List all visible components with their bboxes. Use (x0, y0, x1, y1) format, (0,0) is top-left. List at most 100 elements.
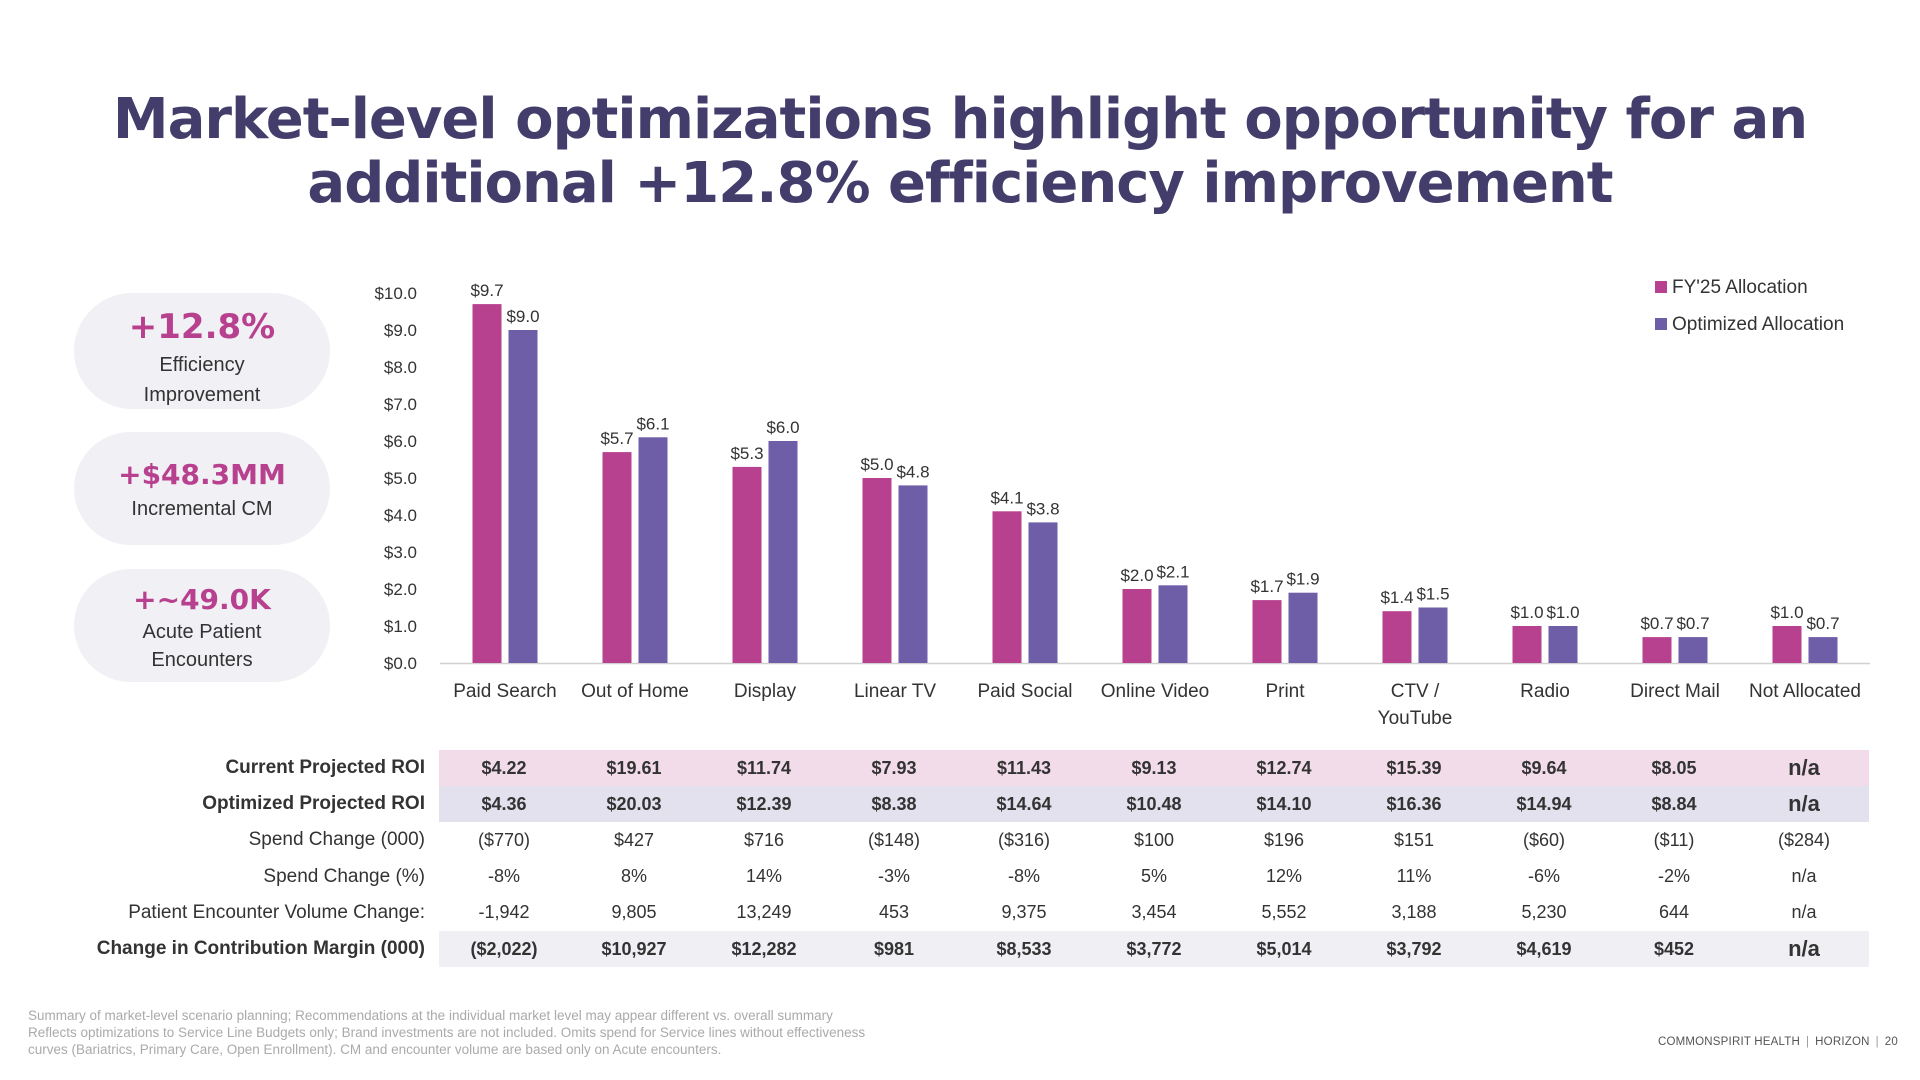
data-label-fy25: $1.4 (1380, 588, 1413, 607)
bar-fy25 (992, 511, 1022, 663)
x-category-label: YouTube (1378, 708, 1453, 729)
table-cell: $12,282 (699, 930, 829, 968)
kpi-encounters-card: +~49.0K Acute Patient Encounters (74, 569, 330, 682)
table-cell: n/a (1739, 750, 1869, 787)
table-cell: -6% (1527, 866, 1560, 887)
table-cell: n/a (1739, 930, 1869, 968)
table-cell: n/a (1739, 786, 1869, 823)
table-cell: -1,942 (478, 902, 530, 923)
bar-optimized (508, 330, 538, 663)
data-label-optimized: $0.7 (1676, 614, 1709, 633)
data-label-fy25: $2.0 (1120, 566, 1153, 585)
table-cell: $3,772 (1089, 930, 1219, 968)
cm-change-row: Change in Contribution Margin (000) ($2,0… (60, 930, 1869, 968)
allocation-bar-chart: $0.0 $1.0 $2.0 $3.0 $4.0 $5.0 $6.0 $7.0 $8.0 $9.0… (374, 281, 1870, 729)
legend-fy25-label: FY'25 Allocation (1672, 277, 1808, 298)
table-cell: 14% (745, 866, 783, 887)
data-label-fy25: $9.7 (470, 281, 503, 300)
table-cell: $11.74 (699, 750, 829, 787)
x-category-label: Paid Search (453, 681, 557, 702)
table-cell: $14.94 (1479, 786, 1609, 823)
page-title: Market-level optimizations highlight opp… (0, 88, 1920, 216)
footnote: Summary of market-level scenario plannin… (28, 1007, 1028, 1058)
row-label: Current Projected ROI (225, 757, 425, 779)
legend-optimized-label: Optimized Allocation (1672, 314, 1845, 335)
bar-optimized (1288, 592, 1318, 663)
y-tick-label: $5.0 (384, 469, 417, 488)
table-cell: $8.05 (1609, 750, 1739, 787)
x-category-label: Radio (1520, 681, 1570, 702)
data-label-fy25: $1.0 (1510, 603, 1543, 622)
y-tick-label: $4.0 (384, 506, 417, 525)
table-cell: 9,375 (1001, 902, 1047, 923)
data-label-fy25: $1.7 (1250, 577, 1283, 596)
bar-optimized (638, 437, 668, 663)
y-tick-label: $0.0 (384, 654, 417, 673)
bar-fy25 (732, 466, 762, 663)
table-cell: 3,454 (1131, 902, 1177, 923)
data-label-optimized: $1.9 (1286, 570, 1319, 589)
table-cell: $12.74 (1219, 750, 1349, 787)
data-label-optimized: $9.0 (506, 307, 539, 326)
table-cell: -8% (487, 866, 520, 887)
bar-optimized (768, 441, 798, 663)
data-label-optimized: $1.5 (1416, 585, 1449, 604)
footer-separator: | (1805, 1036, 1810, 1048)
table-cell: n/a (1791, 902, 1817, 923)
data-label-optimized: $4.8 (896, 462, 929, 481)
table-cell: 3,188 (1391, 902, 1437, 923)
footer-project: HORIZON (1815, 1036, 1870, 1048)
x-category-label: Not Allocated (1749, 681, 1861, 702)
table-cell: ($11) (1653, 829, 1695, 850)
legend-fy25: FY'25 Allocation (1655, 277, 1808, 299)
table-cell: $8,533 (959, 930, 1089, 968)
table-cell: ($148) (867, 829, 921, 850)
table-cell: $452 (1609, 930, 1739, 968)
table-cell: 8% (620, 866, 647, 887)
row-label: Patient Encounter Volume Change: (128, 901, 425, 923)
legend-optimized-swatch (1655, 318, 1667, 330)
kpi-incremental-cm-label: Incremental CM (131, 498, 273, 520)
data-label-fy25: $5.7 (600, 429, 633, 448)
x-category-label: CTV / (1391, 681, 1440, 702)
bar-fy25 (1382, 611, 1412, 663)
table-cell: ($770) (477, 829, 531, 850)
data-label-optimized: $6.1 (636, 414, 669, 433)
y-tick-label: $9.0 (384, 321, 417, 340)
bar-optimized (898, 485, 928, 663)
table-cell: -3% (877, 866, 910, 887)
table-cell: $100 (1133, 829, 1175, 850)
table-cell: $20.03 (569, 786, 699, 823)
bar-optimized (1158, 585, 1188, 663)
row-label: Spend Change (000) (248, 829, 425, 851)
table-cell: ($284) (1777, 829, 1831, 850)
table-cell: $14.64 (959, 786, 1089, 823)
bar-fy25 (1642, 637, 1672, 663)
table-cell: -8% (1007, 866, 1040, 887)
table-cell: 5,230 (1521, 902, 1567, 923)
data-label-optimized: $0.7 (1806, 614, 1839, 633)
y-tick-label: $10.0 (374, 284, 417, 303)
table-cell: $716 (743, 829, 785, 850)
current-roi-row: Current Projected ROI $4.22 $19.61 $11.74 $7… (60, 750, 1869, 787)
spend-change-pct-row: Spend Change (%) -8% 8% 14% -3% -8% 5% 12% 11% -6… (60, 859, 1869, 895)
title-line-2: additional +12.8% efficiency improvement (307, 151, 1613, 216)
kpi-efficiency-label-1: Efficiency (159, 354, 245, 376)
encounter-volume-row: Patient Encounter Volume Change: -1,942 9,… (60, 895, 1869, 931)
x-category-label: Online Video (1101, 681, 1209, 702)
roi-table: Current Projected ROI $4.22 $19.61 $11.74 $7… (60, 750, 1869, 968)
kpi-encounters-label-2: Encounters (151, 649, 253, 671)
kpi-efficiency-label-2: Improvement (143, 384, 261, 406)
footer-separator: | (1875, 1036, 1879, 1048)
footnote-line-1: Summary of market-level scenario plannin… (28, 1008, 833, 1023)
table-cell: $427 (613, 829, 655, 850)
data-label-optimized: $1.0 (1546, 603, 1579, 622)
kpi-encounters-value: +~49.0K (133, 583, 271, 616)
x-category-label: Out of Home (581, 681, 689, 702)
table-cell: 5% (1140, 866, 1167, 887)
spend-change-row: Spend Change (000) ($770) $427 $716 ($148) ($… (60, 822, 1869, 858)
kpi-efficiency-value: +12.8% (128, 307, 276, 347)
row-label: Optimized Projected ROI (202, 793, 425, 815)
table-cell: 13,249 (736, 902, 792, 923)
table-cell: $15.39 (1349, 750, 1479, 787)
